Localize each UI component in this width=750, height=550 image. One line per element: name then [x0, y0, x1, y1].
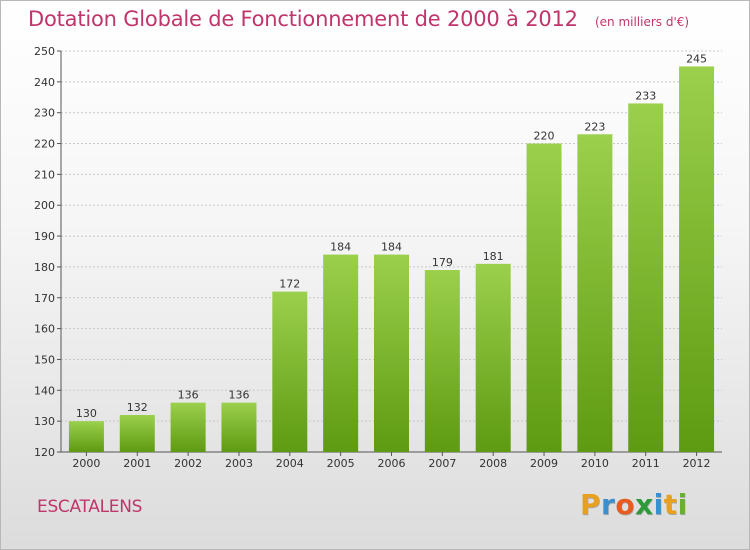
bar — [679, 66, 715, 452]
y-tick-label: 150 — [34, 353, 55, 366]
bar — [323, 254, 359, 452]
y-tick-label: 180 — [34, 261, 55, 274]
bar — [424, 270, 460, 452]
x-tick-label: 2004 — [276, 457, 304, 470]
x-tick-label: 2012 — [683, 457, 711, 470]
bar-value-label: 130 — [76, 407, 97, 420]
bar — [526, 143, 562, 453]
logo-letter: x — [635, 488, 654, 521]
y-tick-label: 240 — [34, 76, 55, 89]
chart-unit: (en milliers d'€) — [594, 15, 690, 29]
bar-value-label: 184 — [330, 241, 351, 254]
y-tick-label: 250 — [34, 45, 55, 58]
x-tick-label: 2010 — [581, 457, 609, 470]
bar-value-label: 136 — [228, 389, 249, 402]
logo-letter: t — [663, 488, 678, 521]
x-tick-label: 2001 — [123, 457, 151, 470]
y-tick-label: 160 — [34, 323, 55, 336]
y-tick-label: 170 — [34, 292, 55, 305]
bar — [272, 291, 308, 452]
bar — [628, 103, 664, 452]
y-tick-label: 120 — [34, 446, 55, 459]
bar-value-label: 233 — [635, 89, 656, 102]
chart-title: Dotation Globale de Fonctionnement de 20… — [28, 7, 578, 31]
x-tick-label: 2002 — [174, 457, 202, 470]
logo-letter: i — [653, 488, 664, 521]
x-tick-label: 2005 — [327, 457, 355, 470]
bar — [374, 254, 409, 452]
x-tick-label: 2007 — [428, 457, 456, 470]
x-tick-label: 2008 — [479, 457, 507, 470]
y-tick-label: 200 — [34, 199, 55, 212]
y-tick-label: 190 — [34, 230, 55, 243]
bar — [221, 402, 257, 452]
x-tick-label: 2006 — [378, 457, 406, 470]
chart-title-row: Dotation Globale de Fonctionnement de 20… — [28, 7, 689, 31]
y-tick-label: 210 — [34, 168, 55, 181]
bar-value-label: 223 — [584, 120, 605, 133]
bar-value-label: 172 — [279, 278, 300, 291]
x-tick-label: 2009 — [530, 457, 558, 470]
proxiti-logo[interactable]: Proxiti — [580, 488, 688, 521]
bar — [577, 134, 613, 453]
bar-value-label: 179 — [432, 256, 453, 269]
y-tick-label: 140 — [34, 384, 55, 397]
logo-letter: o — [615, 488, 636, 521]
y-tick-label: 130 — [34, 415, 55, 428]
bar — [68, 421, 104, 452]
x-tick-label: 2003 — [225, 457, 253, 470]
logo-letter: P — [580, 488, 602, 521]
y-tick-label: 220 — [34, 138, 55, 151]
bar-value-label: 245 — [686, 52, 707, 65]
y-tick-label: 230 — [34, 107, 55, 120]
bar — [170, 402, 206, 452]
x-tick-label: 2011 — [632, 457, 660, 470]
bar-value-label: 136 — [178, 389, 199, 402]
commune-name: ESCATALENS — [37, 497, 143, 517]
bar-value-label: 181 — [483, 250, 504, 263]
logo-letter: r — [601, 488, 616, 521]
bar-value-label: 220 — [534, 130, 555, 143]
logo-letter: i — [677, 488, 688, 521]
bar — [475, 263, 511, 452]
x-tick-label: 2000 — [72, 457, 100, 470]
bar — [119, 414, 155, 452]
bar-value-label: 132 — [127, 401, 148, 414]
bar-value-label: 184 — [381, 241, 402, 254]
